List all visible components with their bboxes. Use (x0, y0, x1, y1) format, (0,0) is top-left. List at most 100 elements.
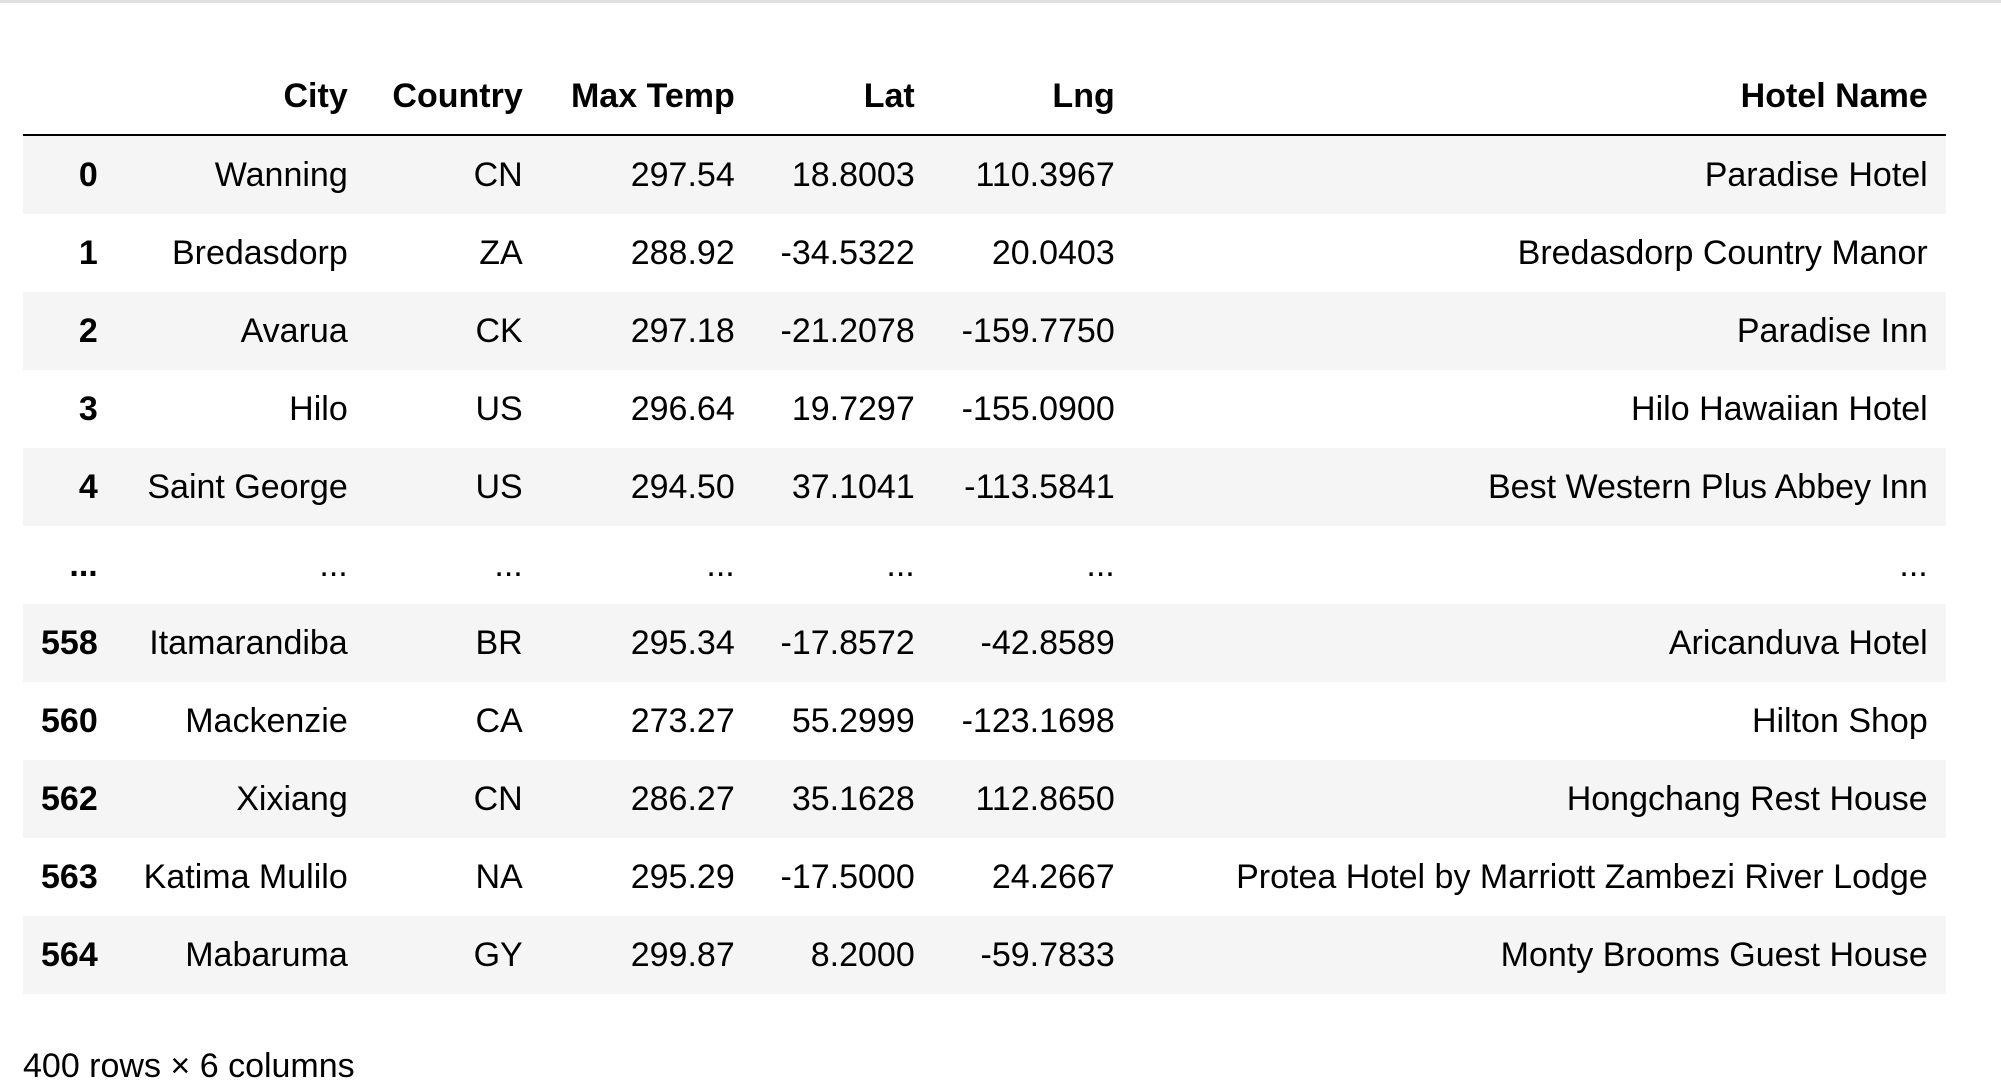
cell-country: GY (473, 936, 523, 974)
row-index: 0 (78, 156, 98, 194)
cell-country: CA (475, 702, 523, 740)
table-row: 563 Katima Mulilo NA 295.29 -17.5000 24.… (23, 838, 1946, 916)
column-header-lat: Lat (752, 58, 933, 136)
cell-city: Avarua (240, 312, 348, 350)
cell-country: CN (473, 780, 523, 818)
cell-lng: -59.7833 (980, 936, 1115, 974)
cell-country: CN (473, 156, 523, 194)
cell-city: ... (319, 546, 348, 584)
cell-max-temp: ... (706, 546, 735, 584)
cell-max-temp: 294.50 (630, 468, 735, 506)
table-row-ellipsis: ... ... ... ... ... ... ... (23, 526, 1946, 604)
cell-hotel-name: Hilo Hawaiian Hotel (1631, 390, 1928, 428)
cell-city: Hilo (289, 390, 348, 428)
row-index: 1 (78, 234, 98, 272)
row-index: 558 (41, 624, 98, 662)
column-header-city: City (115, 58, 366, 136)
cell-lat: 37.1041 (791, 468, 915, 506)
dataframe-table: City Country Max Temp Lat Lng Hotel Name… (23, 58, 1946, 994)
table-row: 0 Wanning CN 297.54 18.8003 110.3967 Par… (23, 135, 1946, 214)
column-header-index (23, 58, 116, 136)
cell-lng: -123.1698 (961, 702, 1115, 740)
column-header-lng: Lng (932, 58, 1133, 136)
cell-hotel-name: ... (1899, 546, 1928, 584)
cell-max-temp: 295.34 (630, 624, 735, 662)
table-header: City Country Max Temp Lat Lng Hotel Name (23, 58, 1946, 136)
column-header-country: Country (365, 58, 541, 136)
cell-max-temp: 273.27 (630, 702, 735, 740)
cell-country: ... (494, 546, 523, 584)
cell-lat: 55.2999 (791, 702, 915, 740)
row-index: ... (69, 546, 98, 584)
cell-hotel-name: Hilton Shop (1751, 702, 1928, 740)
cell-city: Bredasdorp (171, 234, 348, 272)
cell-lng: -113.5841 (964, 468, 1115, 506)
table-row: 558 Itamarandiba BR 295.34 -17.8572 -42.… (23, 604, 1946, 682)
table-row: 1 Bredasdorp ZA 288.92 -34.5322 20.0403 … (23, 214, 1946, 292)
column-header-max-temp: Max Temp (540, 58, 753, 136)
row-index: 4 (78, 468, 98, 506)
cell-lng: 110.3967 (975, 156, 1115, 194)
cell-max-temp: 299.87 (630, 936, 735, 974)
row-index: 560 (41, 702, 98, 740)
cell-lng: 20.0403 (991, 234, 1115, 272)
cell-lat: 19.7297 (791, 390, 915, 428)
cell-lat: ... (886, 546, 915, 584)
row-index: 563 (41, 858, 98, 896)
table-row: 560 Mackenzie CA 273.27 55.2999 -123.169… (23, 682, 1946, 760)
row-index: 564 (41, 936, 98, 974)
column-header-hotel-name: Hotel Name (1132, 58, 1946, 136)
cell-hotel-name: Paradise Inn (1736, 312, 1928, 350)
cell-max-temp: 288.92 (630, 234, 735, 272)
cell-lat: 8.2000 (810, 936, 915, 974)
cell-lng: -155.0900 (961, 390, 1115, 428)
table-row: 564 Mabaruma GY 299.87 8.2000 -59.7833 M… (23, 916, 1946, 994)
cell-top-border (0, 0, 2001, 3)
cell-hotel-name: Monty Brooms Guest House (1500, 936, 1928, 974)
cell-city: Xixiang (236, 780, 348, 818)
cell-city: Itamarandiba (149, 624, 348, 662)
cell-country: CK (475, 312, 523, 350)
cell-hotel-name: Protea Hotel by Marriott Zambezi River L… (1236, 858, 1928, 896)
cell-lat: -34.5322 (780, 234, 915, 272)
cell-lat: -21.2078 (780, 312, 915, 350)
cell-country: ZA (479, 234, 523, 272)
table-row: 2 Avarua CK 297.18 -21.2078 -159.7750 Pa… (23, 292, 1946, 370)
cell-hotel-name: Aricanduva Hotel (1668, 624, 1928, 662)
cell-lat: -17.8572 (780, 624, 915, 662)
cell-max-temp: 296.64 (630, 390, 735, 428)
cell-city: Saint George (147, 468, 348, 506)
cell-max-temp: 297.54 (630, 156, 735, 194)
cell-lng: 112.8650 (975, 780, 1115, 818)
row-index: 562 (41, 780, 98, 818)
cell-hotel-name: Best Western Plus Abbey Inn (1488, 468, 1928, 506)
cell-lat: 18.8003 (791, 156, 915, 194)
cell-city: Katima Mulilo (143, 858, 348, 896)
cell-country: BR (475, 624, 523, 662)
cell-max-temp: 295.29 (630, 858, 735, 896)
cell-lng: -159.7750 (961, 312, 1115, 350)
cell-lng: 24.2667 (991, 858, 1115, 896)
cell-lat: 35.1628 (791, 780, 915, 818)
cell-country: US (475, 390, 523, 428)
header-row: City Country Max Temp Lat Lng Hotel Name (23, 58, 1946, 136)
row-index: 2 (78, 312, 98, 350)
cell-lat: -17.5000 (780, 858, 915, 896)
row-index: 3 (78, 390, 98, 428)
cell-lng: ... (1086, 546, 1115, 584)
cell-hotel-name: Hongchang Rest House (1566, 780, 1928, 818)
cell-city: Mackenzie (185, 702, 348, 740)
cell-max-temp: 297.18 (630, 312, 735, 350)
cell-city: Mabaruma (185, 936, 348, 974)
cell-lng: -42.8589 (980, 624, 1115, 662)
table-body: 0 Wanning CN 297.54 18.8003 110.3967 Par… (23, 135, 1946, 994)
dataframe-output: City Country Max Temp Lat Lng Hotel Name… (23, 58, 1946, 994)
cell-hotel-name: Bredasdorp Country Manor (1517, 234, 1928, 272)
cell-city: Wanning (214, 156, 348, 194)
table-row: 562 Xixiang CN 286.27 35.1628 112.8650 H… (23, 760, 1946, 838)
table-row: 3 Hilo US 296.64 19.7297 -155.0900 Hilo … (23, 370, 1946, 448)
cell-hotel-name: Paradise Hotel (1704, 156, 1928, 194)
cell-country: NA (475, 858, 523, 896)
table-row: 4 Saint George US 294.50 37.1041 -113.58… (23, 448, 1946, 526)
dataframe-shape-caption: 400 rows × 6 columns (23, 1047, 355, 1085)
